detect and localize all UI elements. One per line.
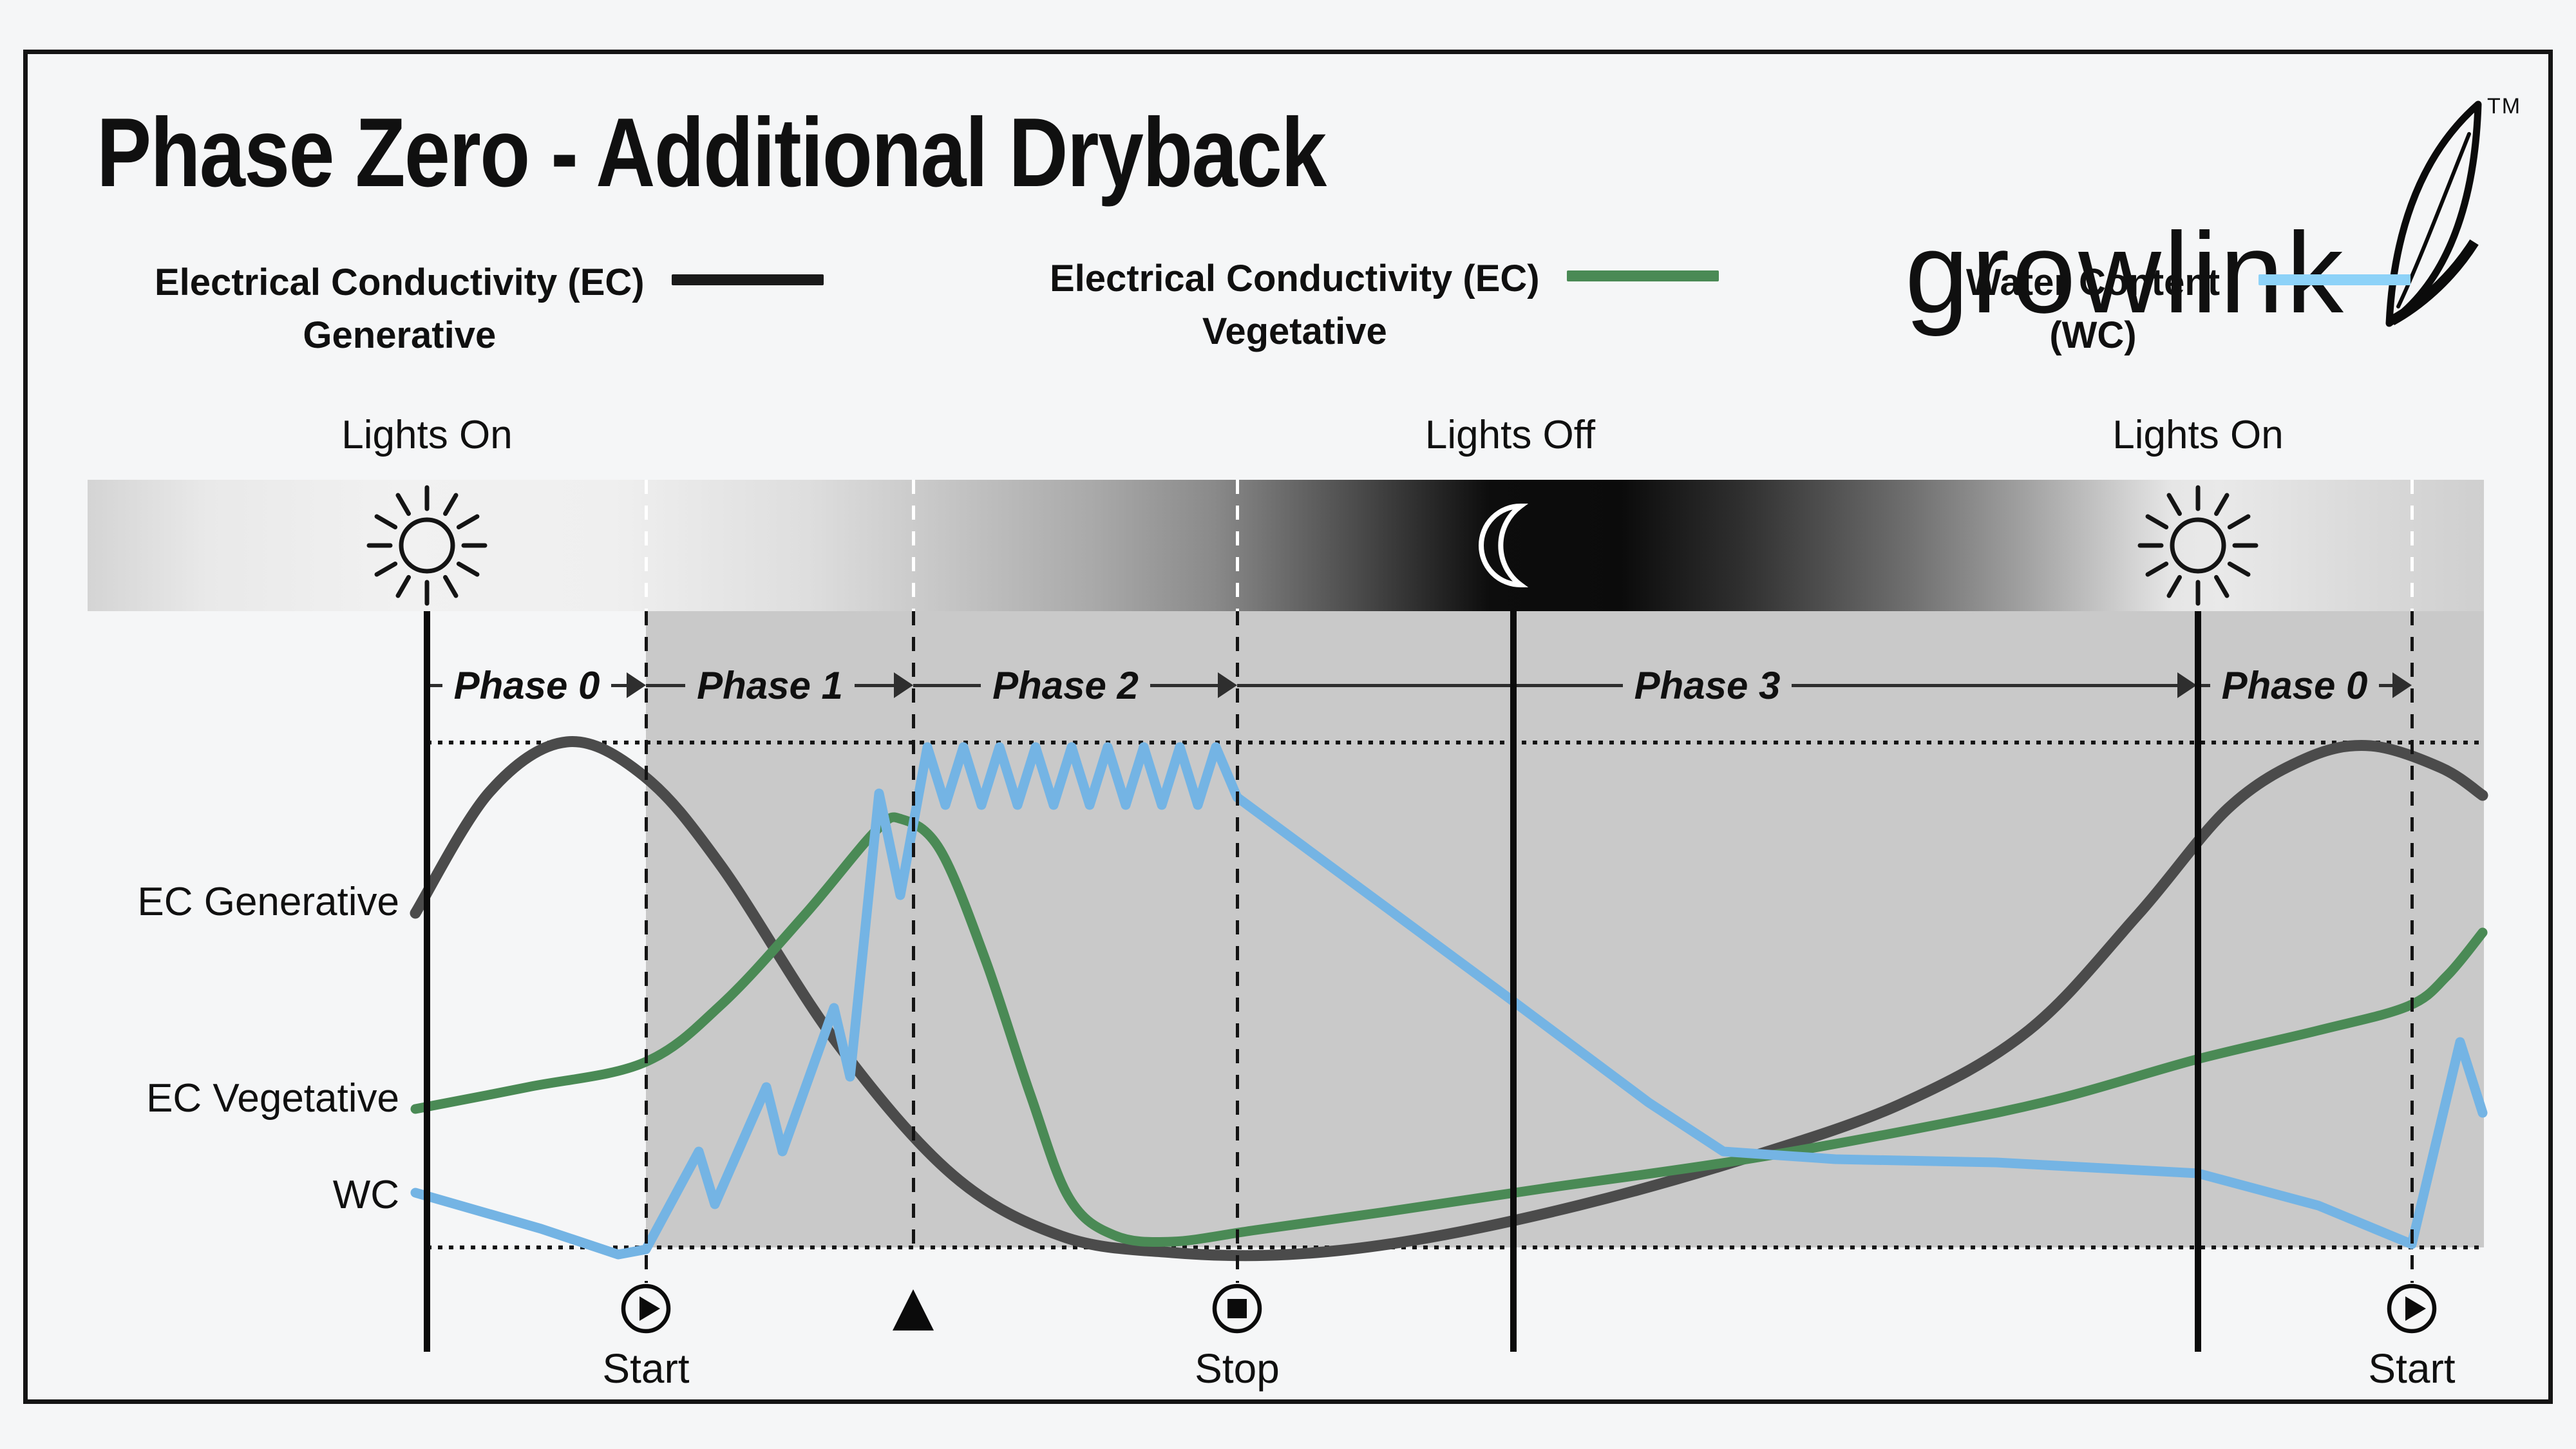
legend-label: Electrical Conductivity (EC) Generative	[155, 256, 645, 363]
series-label: WC	[332, 1173, 399, 1217]
phase-arrow-right-icon	[1218, 672, 1238, 698]
dashed-guide-line-on-bar	[1236, 480, 1239, 611]
lights-label: Lights Off	[1425, 413, 1596, 457]
phase-arrow-right-icon	[894, 672, 914, 698]
phase-line	[2379, 683, 2393, 687]
dashed-guide-line-on-bar	[645, 480, 648, 611]
series-label: EC Generative	[137, 880, 399, 924]
legend-item-ec-generative: Electrical Conductivity (EC) Generative	[155, 256, 824, 363]
phase-label: Phase 1	[697, 663, 843, 707]
phase-line	[1792, 683, 2178, 687]
legend-line2: Vegetative	[1202, 310, 1387, 353]
dashed-guide-line	[645, 611, 648, 1283]
phase-line	[2197, 683, 2210, 687]
lights-label: Lights On	[2112, 413, 2284, 457]
legend-line1: Electrical Conductivity (EC)	[155, 261, 645, 303]
plot-shaded-panel	[646, 611, 2484, 1247]
phase-arrow-right-icon	[2177, 672, 2197, 698]
phase-segment: Phase 0	[427, 663, 647, 707]
legend-line1: Electrical Conductivity (EC)	[1050, 258, 1540, 299]
legend-swatch-green-line	[1566, 270, 1719, 281]
phase-segment: Phase 1	[646, 663, 914, 707]
phase-line	[913, 683, 981, 687]
start-play-icon	[2387, 1283, 2437, 1334]
growlink-logo: growlink	[1905, 209, 2346, 337]
curve-ec-generative	[410, 736, 2488, 1262]
phase-label: Phase 0	[2221, 663, 2368, 707]
phase-segment: Phase 2	[913, 663, 1238, 707]
marker-label: Start	[602, 1345, 690, 1392]
light-boundary-line	[424, 611, 430, 1352]
phase-line	[1150, 683, 1218, 687]
dashed-guide-line-on-bar	[2410, 480, 2414, 611]
series-label: EC Vegetative	[146, 1076, 399, 1121]
light-boundary-line	[1510, 611, 1517, 1352]
leaf-icon	[2379, 94, 2488, 334]
legend-item-ec-vegetative: Electrical Conductivity (EC) Vegetative	[1050, 252, 1719, 359]
dashed-guide-line	[912, 611, 915, 1247]
phase-line	[854, 683, 895, 687]
legend-line2: Generative	[303, 314, 497, 357]
triangle-up-marker-icon	[893, 1289, 934, 1331]
legend-line2: (WC)	[2049, 314, 2137, 357]
phase-segment: Phase 3	[1237, 663, 2197, 707]
legend-swatch-black-line	[671, 274, 824, 285]
page-title: Phase Zero - Additional Dryback	[97, 98, 1327, 207]
stop-icon	[1212, 1283, 1262, 1334]
curve-ec-vegetative	[410, 812, 2488, 1247]
legend-label: Electrical Conductivity (EC) Vegetative	[1050, 252, 1540, 359]
sun-icon	[366, 485, 488, 606]
sun-icon	[2137, 485, 2259, 606]
phase-label: Phase 3	[1634, 663, 1781, 707]
lights-label: Lights On	[341, 413, 513, 457]
phase-line	[646, 683, 686, 687]
light-boundary-line	[2195, 611, 2201, 1352]
frame-border	[23, 50, 2553, 1404]
moon-icon	[1479, 503, 1529, 588]
logo-wordmark: growlink	[1905, 209, 2346, 337]
dotted-reference-line	[427, 1245, 2484, 1249]
phase-arrow-right-icon	[2392, 672, 2412, 698]
phase-segment: Phase 0	[2197, 663, 2412, 707]
curve-water-content-wc-	[410, 742, 2488, 1260]
phase-label: Phase 2	[992, 663, 1139, 707]
phase-label: Phase 0	[453, 663, 600, 707]
marker-label: Start	[2368, 1345, 2456, 1392]
dotted-reference-line	[427, 741, 2484, 744]
legend-swatch-blue-line	[2259, 274, 2410, 285]
phase-line	[427, 683, 442, 687]
marker-label: Stop	[1195, 1345, 1280, 1392]
legend-label: Water Content (WC)	[1955, 256, 2231, 363]
start-play-icon	[621, 1283, 671, 1334]
phase-line	[611, 683, 627, 687]
phase-line	[1237, 683, 1623, 687]
legend-item-water-content: Water Content (WC)	[1955, 256, 2410, 363]
trademark-symbol: TM	[2487, 94, 2522, 118]
dashed-guide-line	[2410, 611, 2414, 1283]
phase-arrow-right-icon	[627, 672, 647, 698]
dashed-guide-line	[1236, 611, 1239, 1283]
dashed-guide-line-on-bar	[912, 480, 915, 611]
legend-line1: Water Content	[1965, 261, 2221, 303]
